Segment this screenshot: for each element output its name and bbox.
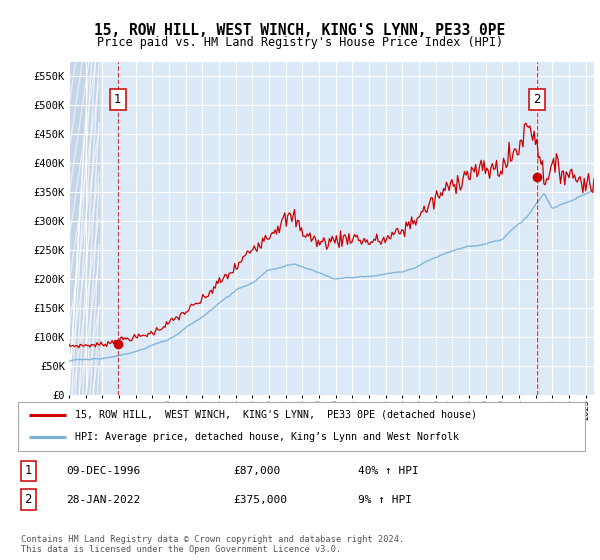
FancyBboxPatch shape (18, 402, 585, 451)
Text: £87,000: £87,000 (233, 466, 281, 476)
Text: 2: 2 (25, 493, 32, 506)
Text: 15, ROW HILL, WEST WINCH, KING'S LYNN, PE33 0PE: 15, ROW HILL, WEST WINCH, KING'S LYNN, P… (94, 24, 506, 38)
Text: 09-DEC-1996: 09-DEC-1996 (66, 466, 140, 476)
Text: Price paid vs. HM Land Registry's House Price Index (HPI): Price paid vs. HM Land Registry's House … (97, 36, 503, 49)
Text: 1: 1 (25, 464, 32, 478)
Text: 15, ROW HILL,  WEST WINCH,  KING'S LYNN,  PE33 0PE (detached house): 15, ROW HILL, WEST WINCH, KING'S LYNN, P… (75, 410, 476, 420)
Text: 2: 2 (533, 93, 541, 106)
Text: Contains HM Land Registry data © Crown copyright and database right 2024.
This d: Contains HM Land Registry data © Crown c… (21, 535, 404, 554)
Text: 28-JAN-2022: 28-JAN-2022 (66, 494, 140, 505)
Text: 1: 1 (114, 93, 121, 106)
Text: £375,000: £375,000 (233, 494, 287, 505)
Bar (69, 62, 99, 395)
Text: 40% ↑ HPI: 40% ↑ HPI (358, 466, 419, 476)
Text: 9% ↑ HPI: 9% ↑ HPI (358, 494, 412, 505)
Text: HPI: Average price, detached house, King’s Lynn and West Norfolk: HPI: Average price, detached house, King… (75, 432, 459, 442)
